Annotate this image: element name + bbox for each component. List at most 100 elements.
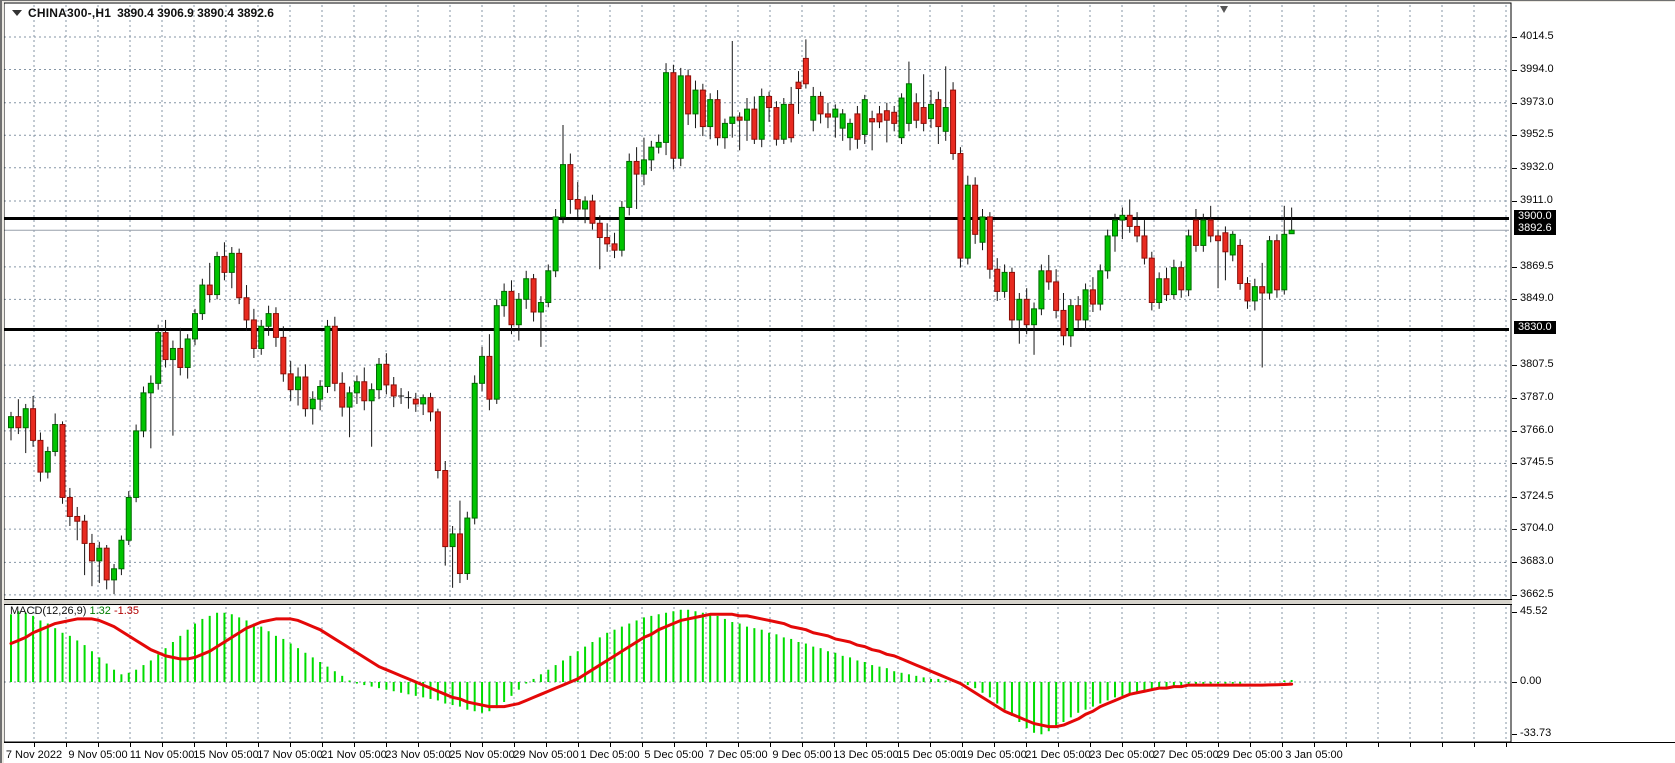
candle[interactable]: [221, 242, 228, 281]
candle[interactable]: [1119, 207, 1126, 240]
candle[interactable]: [957, 147, 964, 268]
candle[interactable]: [1067, 299, 1074, 347]
chart-surface[interactable]: CHINA300-,H1 3890.4 3906.9 3890.4 3892.6…: [4, 2, 1675, 763]
candle[interactable]: [1082, 283, 1089, 332]
candle[interactable]: [530, 273, 537, 322]
candle[interactable]: [935, 91, 942, 145]
candle[interactable]: [8, 411, 14, 441]
candle[interactable]: [1008, 267, 1015, 330]
candle[interactable]: [383, 353, 390, 395]
candle[interactable]: [537, 296, 544, 347]
candle[interactable]: [265, 305, 272, 336]
candle[interactable]: [596, 215, 603, 270]
candle[interactable]: [854, 105, 861, 149]
candle[interactable]: [721, 118, 728, 149]
macd-indicator-canvas[interactable]: [4, 602, 1512, 742]
candle[interactable]: [37, 432, 44, 482]
candle[interactable]: [464, 511, 471, 580]
candle[interactable]: [1001, 264, 1008, 298]
candle[interactable]: [839, 109, 846, 141]
candle[interactable]: [272, 307, 279, 347]
candle[interactable]: [1244, 277, 1251, 309]
candle[interactable]: [339, 372, 346, 417]
candle[interactable]: [1148, 251, 1155, 311]
candle[interactable]: [964, 175, 971, 265]
candle[interactable]: [611, 232, 618, 259]
candle[interactable]: [140, 386, 147, 438]
symbol-dropdown-icon[interactable]: [12, 10, 22, 16]
candle[interactable]: [486, 334, 493, 411]
candle[interactable]: [1016, 292, 1023, 344]
candle[interactable]: [788, 86, 795, 143]
candle[interactable]: [994, 258, 1001, 301]
candle[interactable]: [471, 375, 478, 525]
candle[interactable]: [1288, 207, 1295, 235]
candle[interactable]: [876, 105, 883, 129]
candle[interactable]: [1170, 259, 1177, 300]
candle[interactable]: [1075, 296, 1082, 328]
candle[interactable]: [236, 248, 243, 305]
chart-shift-marker-icon[interactable]: [1220, 6, 1228, 13]
candle[interactable]: [552, 208, 559, 278]
candle[interactable]: [280, 326, 287, 382]
candle[interactable]: [125, 491, 132, 546]
candle[interactable]: [1237, 239, 1244, 290]
candle[interactable]: [736, 112, 743, 151]
candle[interactable]: [869, 110, 876, 151]
candle[interactable]: [589, 194, 596, 230]
candle[interactable]: [832, 104, 839, 138]
candle[interactable]: [346, 386, 353, 438]
candle[interactable]: [1259, 262, 1266, 368]
candle[interactable]: [692, 80, 699, 129]
candle[interactable]: [30, 396, 37, 447]
candle[interactable]: [817, 91, 824, 124]
candle[interactable]: [258, 319, 265, 355]
candle[interactable]: [685, 69, 692, 125]
candle[interactable]: [427, 392, 434, 422]
candle[interactable]: [1273, 234, 1280, 298]
candle[interactable]: [192, 308, 198, 346]
candle[interactable]: [1089, 277, 1096, 313]
candle[interactable]: [824, 102, 831, 129]
candle[interactable]: [214, 251, 221, 300]
candle[interactable]: [317, 380, 324, 411]
candle[interactable]: [442, 460, 449, 566]
candle[interactable]: [1045, 254, 1052, 290]
candle[interactable]: [133, 424, 140, 503]
candle[interactable]: [633, 147, 640, 209]
candle[interactable]: [243, 285, 250, 332]
panel-separator[interactable]: [4, 599, 1512, 605]
candle[interactable]: [707, 93, 714, 140]
candle[interactable]: [663, 63, 670, 156]
candle[interactable]: [177, 327, 184, 376]
candle[interactable]: [309, 391, 316, 425]
candle[interactable]: [618, 201, 625, 257]
candle[interactable]: [1229, 231, 1236, 262]
candle[interactable]: [15, 399, 22, 435]
candle[interactable]: [199, 278, 206, 320]
candle[interactable]: [96, 541, 103, 584]
time-axis[interactable]: 7 Nov 2022 9 Nov 05:00 11 Nov 05:00 15 Nov …: [4, 742, 1675, 763]
candle[interactable]: [1031, 302, 1038, 355]
candle[interactable]: [655, 134, 662, 154]
candle[interactable]: [324, 319, 331, 393]
candle[interactable]: [353, 375, 360, 404]
candle[interactable]: [1156, 272, 1163, 309]
candle[interactable]: [766, 91, 773, 122]
candle[interactable]: [582, 196, 589, 224]
candle[interactable]: [44, 446, 51, 479]
candle[interactable]: [574, 182, 581, 217]
candle[interactable]: [729, 40, 736, 138]
price-chart-canvas[interactable]: [4, 2, 1512, 600]
candle[interactable]: [361, 367, 368, 411]
candle[interactable]: [1126, 199, 1133, 233]
candle[interactable]: [604, 223, 611, 252]
candle[interactable]: [986, 212, 993, 279]
candle[interactable]: [1163, 267, 1170, 301]
candle[interactable]: [81, 514, 88, 576]
candle[interactable]: [891, 105, 898, 132]
candle[interactable]: [523, 270, 530, 309]
candle[interactable]: [1207, 205, 1214, 243]
candle[interactable]: [920, 74, 927, 132]
candle[interactable]: [147, 375, 154, 449]
